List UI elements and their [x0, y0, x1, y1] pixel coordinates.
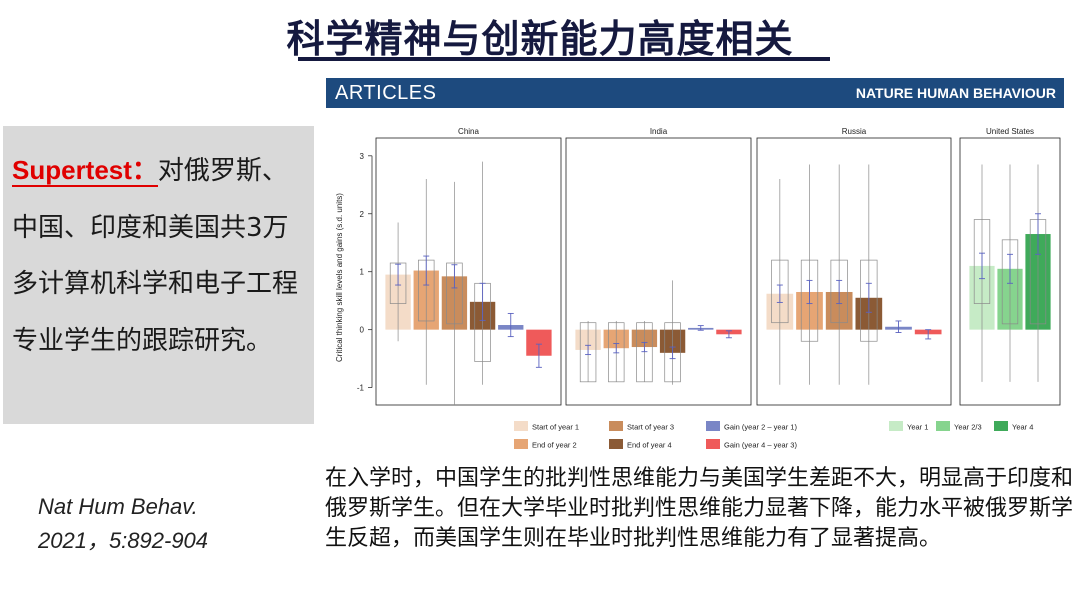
supertest-highlight: Supertest： [12, 155, 158, 187]
legend-swatch [706, 439, 720, 449]
title-underline [298, 57, 830, 61]
y-tick-label: 3 [360, 152, 365, 161]
y-tick-label: 2 [360, 210, 365, 219]
journal-header-section: ARTICLES [335, 82, 437, 104]
panel-title: India [650, 127, 668, 136]
legend-swatch [936, 421, 950, 431]
legend-label: End of year 4 [627, 441, 672, 450]
panel-frame [375, 137, 562, 406]
legend-label: End of year 2 [532, 441, 577, 450]
summary-text: 在入学时，中国学生的批判性思维能力与美国学生差距不大，明显高于印度和俄罗斯学生。… [325, 466, 1074, 551]
legend-swatch [609, 421, 623, 431]
box-plot [664, 322, 681, 383]
y-tick-label: 1 [360, 268, 365, 277]
legend-swatch [514, 421, 528, 431]
left-info-body: 对俄罗斯、中国、印度和美国共3万多计算机科学和电子工程专业学生的跟踪研究。 [12, 156, 299, 356]
y-tick-label: 0 [360, 326, 365, 335]
y-axis-label: Critical thinking skill levels and gains… [335, 193, 344, 362]
box-plot [973, 219, 991, 304]
legend-label: Gain (year 2 – year 1) [724, 423, 797, 432]
legend-label: Gain (year 4 – year 3) [724, 441, 797, 450]
panel-title: Russia [842, 127, 867, 136]
box-plot [1001, 239, 1019, 325]
box-plot [636, 322, 653, 383]
citation-volume: 2021，5:892-904 [38, 528, 209, 553]
citation-journal: Nat Hum Behav. [38, 494, 198, 519]
box-plot [579, 322, 597, 383]
panel-frame [565, 137, 752, 406]
critical-thinking-chart: Critical thinking skill levels and gains… [335, 127, 1061, 450]
legend-label: Year 4 [1012, 423, 1033, 432]
panel-frame [959, 137, 1061, 406]
journal-header-bar [326, 78, 1064, 108]
box-plot [860, 259, 878, 342]
left-info-text: Supertest：对俄罗斯、中国、印度和美国共3万多计算机科学和电子工程专业学… [12, 142, 312, 369]
box-plot [771, 259, 789, 324]
legend-label: Start of year 1 [532, 423, 579, 432]
panel-frame [756, 137, 952, 406]
box-plot [446, 262, 463, 325]
legend-swatch [994, 421, 1008, 431]
legend-label: Start of year 3 [627, 423, 674, 432]
panel-title: United States [986, 127, 1034, 136]
left-info-box [3, 126, 314, 424]
legend-swatch [706, 421, 720, 431]
legend-swatch [609, 439, 623, 449]
panel-title: China [458, 127, 479, 136]
citation: Nat Hum Behav. 2021，5:892-904 [38, 490, 208, 558]
box-plot [800, 259, 819, 342]
slide-title: 科学精神与创新能力高度相关 [286, 17, 794, 61]
legend-swatch [889, 421, 903, 431]
legend-label: Year 1 [907, 423, 928, 432]
box-plot [830, 259, 848, 324]
y-tick-label: -1 [357, 384, 365, 393]
box-plot [389, 262, 407, 304]
legend-swatch [514, 439, 528, 449]
box-plot [608, 322, 625, 383]
legend-label: Year 2/3 [954, 423, 982, 432]
journal-header-name: NATURE HUMAN BEHAVIOUR [855, 85, 1056, 101]
